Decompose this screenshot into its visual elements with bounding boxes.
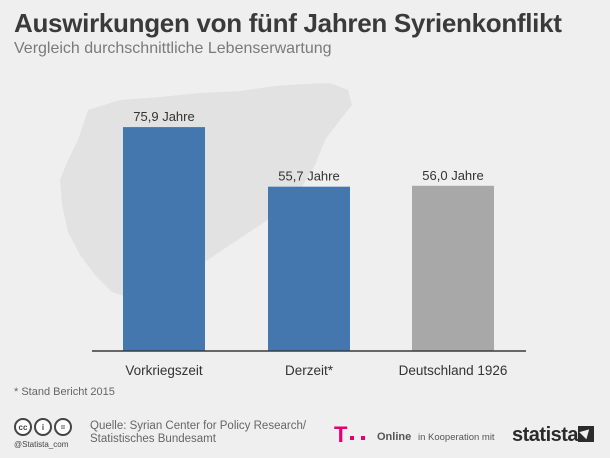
statista-logo-icon bbox=[578, 426, 594, 442]
license-icons: cc i = bbox=[14, 418, 72, 436]
source-line-2: Statistisches Bundesamt bbox=[90, 433, 216, 445]
source-text: Quelle: Syrian Center for Policy Researc… bbox=[90, 420, 306, 446]
telekom-dot bbox=[361, 436, 365, 440]
statista-handle[interactable]: @Statista_com bbox=[14, 440, 69, 449]
category-label: Vorkriegszeit bbox=[125, 363, 203, 378]
bar-derzeit bbox=[268, 186, 350, 351]
bar-vorkriegszeit bbox=[123, 127, 205, 351]
category-label: Deutschland 1926 bbox=[399, 363, 508, 378]
attribution-icon[interactable]: i bbox=[34, 418, 52, 436]
telekom-dots-icon bbox=[350, 436, 365, 440]
statista-logo[interactable]: statista bbox=[512, 424, 579, 446]
chart-subtitle: Vergleich durchschnittliche Lebenserwart… bbox=[14, 40, 332, 57]
telekom-dot bbox=[350, 436, 354, 440]
telekom-logo[interactable]: T bbox=[334, 422, 348, 447]
value-label: 56,0 Jahre bbox=[422, 168, 483, 183]
no-derivatives-icon[interactable]: = bbox=[54, 418, 72, 436]
value-label: 75,9 Jahre bbox=[133, 109, 194, 124]
telekom-online-label: Online bbox=[377, 431, 412, 443]
value-label: 55,7 Jahre bbox=[278, 169, 339, 184]
cooperation-label: in Kooperation mit bbox=[418, 432, 495, 443]
source-line-1: Quelle: Syrian Center for Policy Researc… bbox=[90, 420, 307, 432]
chart-title: Auswirkungen von fünf Jahren Syrienkonfl… bbox=[14, 8, 562, 38]
footer: cc i = @Statista_com Quelle: Syrian Cent… bbox=[0, 414, 610, 458]
category-label: Derzeit* bbox=[285, 363, 334, 378]
bar-deutschland-1926 bbox=[412, 185, 494, 351]
creative-commons-icon[interactable]: cc bbox=[14, 418, 32, 436]
footnote: * Stand Bericht 2015 bbox=[14, 386, 115, 398]
